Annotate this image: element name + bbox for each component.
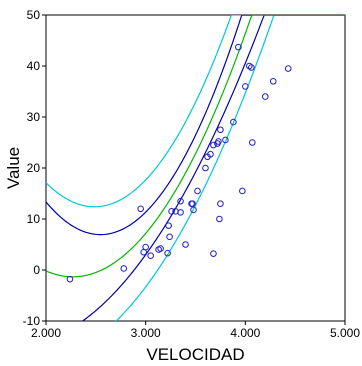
x-tick-label: 4.000 — [230, 326, 260, 340]
data-point — [242, 83, 249, 90]
data-points — [66, 43, 292, 283]
data-point — [120, 265, 128, 272]
data-point — [269, 78, 277, 85]
x-tick-label: 3.000 — [131, 326, 161, 340]
data-point — [202, 164, 209, 172]
data-point — [164, 249, 171, 257]
x-axis: 2.000 3.000 4.000 5.000 — [31, 321, 360, 340]
data-point — [217, 200, 224, 207]
x-axis-title: VELOCIDAD — [146, 345, 244, 364]
curve-layer — [46, 15, 345, 321]
y-tick-label: 0 — [33, 263, 40, 277]
prediction-upper-curve — [46, 15, 345, 208]
plot-area — [45, 14, 346, 322]
data-point — [168, 208, 175, 215]
y-axis: -10 0 10 20 30 40 50 — [23, 8, 46, 328]
y-tick-label: -10 — [23, 314, 41, 328]
x-tick-label: 2.000 — [31, 326, 61, 340]
x-tick-label: 5.000 — [330, 326, 360, 340]
data-point — [194, 187, 201, 195]
data-point — [190, 206, 197, 214]
prediction-lower-curve — [115, 15, 345, 321]
data-point — [261, 93, 269, 100]
mean-ci-upper-curve — [46, 15, 345, 236]
y-tick-label: 30 — [27, 110, 41, 124]
data-point — [157, 245, 164, 252]
data-point — [142, 243, 149, 251]
mean-ci-lower-curve — [81, 15, 345, 321]
data-point — [249, 139, 256, 146]
data-point — [215, 138, 222, 145]
data-point — [66, 275, 74, 283]
data-point — [235, 43, 242, 51]
fit-curve — [46, 15, 345, 278]
data-point — [239, 187, 246, 195]
data-point — [166, 233, 173, 241]
data-point — [210, 141, 217, 149]
data-point — [210, 250, 217, 257]
data-point — [207, 150, 214, 158]
y-tick-label: 10 — [27, 212, 41, 226]
data-point — [147, 252, 154, 260]
data-point — [137, 205, 144, 213]
data-point — [284, 65, 292, 72]
plot-border — [45, 14, 346, 322]
data-point — [230, 118, 237, 126]
data-point — [222, 136, 229, 144]
y-tick-label: 40 — [27, 59, 41, 73]
data-point — [217, 126, 224, 134]
data-point — [248, 64, 255, 71]
data-point — [189, 200, 196, 207]
data-point — [177, 197, 184, 205]
data-point — [165, 222, 172, 229]
y-tick-label: 50 — [27, 8, 41, 22]
data-point — [182, 241, 189, 248]
y-tick-label: 20 — [27, 161, 41, 175]
data-point — [177, 209, 184, 216]
data-point — [246, 62, 253, 70]
data-point — [216, 215, 223, 223]
y-axis-title: Value — [4, 147, 23, 189]
